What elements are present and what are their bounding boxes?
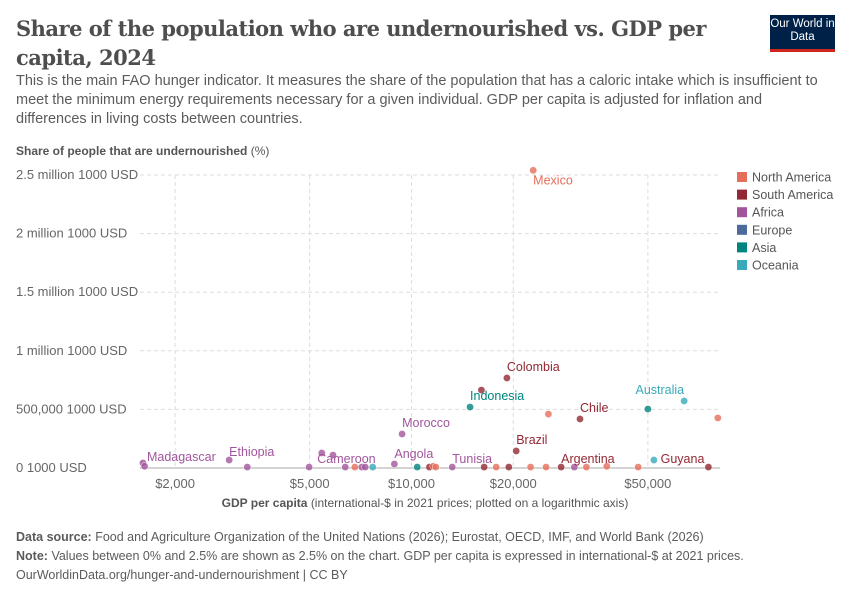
point-label: Brazil bbox=[516, 433, 547, 447]
y-axis-label-main: Share of people that are undernourished bbox=[16, 144, 248, 158]
y-tick-label: 1 million 1000 USD bbox=[16, 343, 127, 358]
data-point bbox=[634, 463, 642, 471]
data-point bbox=[477, 386, 486, 394]
legend-item: North America bbox=[752, 171, 831, 185]
y-axis-label: Share of people that are undernourished … bbox=[16, 144, 269, 158]
y-axis-label-unit: (%) bbox=[250, 144, 270, 158]
data-point bbox=[544, 410, 553, 418]
legend-swatch bbox=[737, 260, 747, 270]
data-point bbox=[225, 456, 233, 464]
data-point bbox=[317, 449, 326, 457]
y-tick-label: 500,000 1000 USD bbox=[16, 401, 127, 416]
x-axis-label-rest: (international-$ in 2021 prices; plotted… bbox=[310, 496, 629, 510]
y-tick-label: 2 million 1000 USD bbox=[16, 226, 127, 241]
x-tick-label: $2,000 bbox=[155, 476, 195, 491]
data-point bbox=[704, 463, 713, 471]
footer: Data source: Food and Agriculture Organi… bbox=[16, 528, 744, 585]
data-point bbox=[466, 403, 474, 411]
data-point bbox=[650, 456, 658, 464]
point-label: Guyana bbox=[661, 452, 705, 466]
data-point bbox=[368, 463, 377, 471]
data-point bbox=[413, 463, 422, 471]
x-tick-label: $50,000 bbox=[624, 476, 671, 491]
x-axis-label: GDP per capita (international-$ in 2021 … bbox=[0, 496, 850, 510]
point-label: Chile bbox=[580, 401, 609, 415]
footer-link[interactable]: OurWorldinData.org/hunger-and-undernouri… bbox=[16, 568, 348, 582]
data-point bbox=[505, 463, 513, 471]
data-point bbox=[492, 463, 500, 471]
data-point bbox=[480, 463, 488, 471]
point-label: Angola bbox=[394, 447, 433, 461]
data-point bbox=[448, 463, 457, 471]
note-text: Values between 0% and 2.5% are shown as … bbox=[51, 549, 744, 563]
data-point bbox=[305, 463, 313, 471]
data-point bbox=[570, 463, 579, 471]
legend-swatch bbox=[737, 172, 747, 182]
data-point bbox=[431, 463, 440, 471]
legend-item: Africa bbox=[752, 206, 784, 220]
point-label: Australia bbox=[635, 383, 684, 397]
source-label: Data source: bbox=[16, 530, 92, 544]
data-point bbox=[582, 463, 591, 471]
legend-swatch bbox=[737, 207, 747, 218]
data-point bbox=[243, 463, 252, 471]
point-label: Tunisia bbox=[452, 452, 492, 466]
owid-logo[interactable]: Our World in Data bbox=[770, 15, 835, 52]
note-label: Note: bbox=[16, 549, 48, 563]
data-point bbox=[526, 463, 535, 471]
data-point bbox=[390, 460, 399, 468]
data-point bbox=[503, 374, 511, 382]
point-label: Indonesia bbox=[470, 389, 524, 403]
data-point bbox=[644, 405, 652, 413]
point-label: Argentina bbox=[561, 452, 615, 466]
legend-swatch bbox=[737, 189, 747, 200]
chart-title: Share of the population who are undernou… bbox=[16, 16, 706, 70]
point-label: Ethiopia bbox=[229, 445, 274, 459]
data-point bbox=[576, 415, 584, 423]
data-point bbox=[140, 462, 149, 471]
x-tick-label: $20,000 bbox=[490, 476, 537, 491]
legend-swatch bbox=[737, 242, 747, 253]
point-label: Mexico bbox=[533, 173, 573, 187]
data-point bbox=[542, 463, 550, 471]
point-label: Colombia bbox=[507, 360, 560, 374]
data-point bbox=[714, 414, 722, 422]
legend-swatch bbox=[737, 224, 747, 235]
legend-item: Europe bbox=[752, 223, 792, 237]
point-label: Morocco bbox=[402, 416, 450, 430]
y-tick-label: 1.5 million 1000 USD bbox=[16, 284, 138, 299]
legend-item: Asia bbox=[752, 241, 776, 255]
legend-item: Oceania bbox=[752, 259, 799, 273]
data-point bbox=[512, 447, 521, 455]
y-tick-label: 0 1000 USD bbox=[16, 460, 87, 475]
data-point bbox=[602, 462, 611, 471]
y-tick-label: 2.5 million 1000 USD bbox=[16, 167, 138, 182]
x-axis-label-main: GDP per capita bbox=[221, 496, 308, 510]
x-tick-label: $10,000 bbox=[388, 476, 435, 491]
data-point bbox=[329, 451, 337, 459]
point-label: Madagascar bbox=[147, 450, 216, 464]
chart-subtitle: This is the main FAO hunger indicator. I… bbox=[16, 73, 818, 127]
point-label: Cameroon bbox=[317, 452, 375, 466]
data-point bbox=[680, 397, 688, 405]
x-tick-label: $5,000 bbox=[290, 476, 330, 491]
data-point bbox=[398, 430, 406, 438]
data-point bbox=[341, 463, 350, 471]
data-point bbox=[557, 463, 565, 471]
data-point bbox=[361, 463, 370, 471]
legend-item: South America bbox=[752, 188, 833, 202]
data-point bbox=[529, 166, 537, 175]
source-text: Food and Agriculture Organization of the… bbox=[95, 530, 704, 544]
